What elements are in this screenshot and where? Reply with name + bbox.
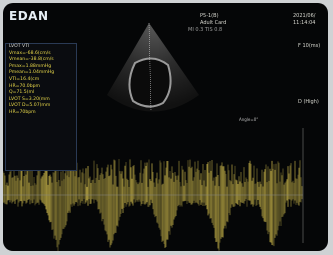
- right-panel-title: F 10(ms): [298, 43, 320, 49]
- date: 2021/06/: [293, 13, 315, 19]
- measurement-item: VTI=16.4(cm: [6, 77, 76, 84]
- angle: Angle=0°: [239, 117, 258, 123]
- doppler-spectrum: [3, 159, 302, 251]
- params: MI 0.3 TIS 0.8: [188, 27, 222, 33]
- probe: P5-1(B): [200, 13, 219, 19]
- measurement-item: Vmean=-38.8(cm/s: [6, 57, 76, 64]
- brand: EDAN: [9, 13, 49, 19]
- measurement-item: LVOT D=5.07(mm: [6, 103, 76, 110]
- page: EDAN P5-1(B) Adult Card MI 0.3 TIS 0.8 2…: [0, 0, 333, 255]
- right-panel: F 10(ms) D (High): [298, 43, 328, 173]
- measurement-footer: HR=70bpm: [6, 110, 76, 117]
- measurement-item: Pmean=1.04mmHg: [6, 70, 76, 77]
- preset: Adult Card: [200, 20, 226, 26]
- ultrasound-screen: EDAN P5-1(B) Adult Card MI 0.3 TIS 0.8 2…: [3, 3, 328, 251]
- right-panel-section: D (High): [298, 99, 319, 105]
- time: 11:14:04: [293, 20, 315, 26]
- measurement-title: LVOT VTI: [6, 44, 76, 51]
- measurement-item: Q=71.5(ml: [6, 90, 76, 97]
